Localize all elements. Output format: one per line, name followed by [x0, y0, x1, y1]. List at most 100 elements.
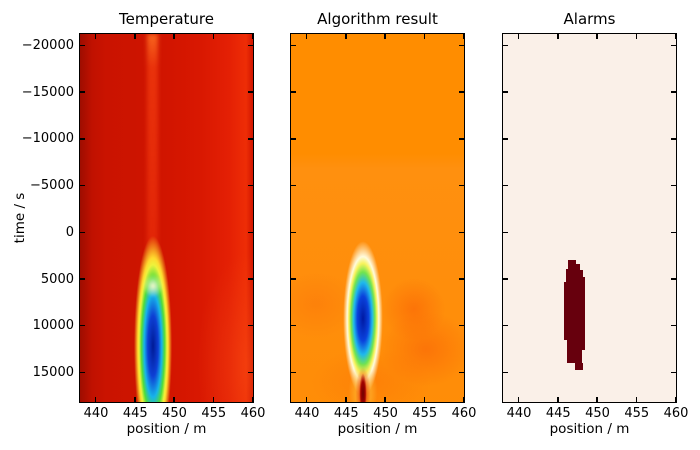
tick-mark: [674, 397, 676, 402]
y-tick-label: −10000: [21, 131, 74, 147]
tick-mark: [291, 324, 296, 327]
subplot-alarms: Alarms 440 445 450 455 460 position / m: [502, 0, 689, 450]
tick-mark: [80, 91, 85, 93]
tick-mark: [251, 34, 253, 39]
tick-mark: [459, 138, 464, 140]
x-tick-label: 445: [545, 406, 571, 421]
tick-mark: [503, 44, 508, 47]
tick-mark: [291, 138, 296, 140]
tick-mark: [671, 278, 676, 280]
tick-mark: [291, 231, 296, 234]
x-tick-label: 455: [201, 406, 227, 421]
tick-mark: [459, 278, 464, 280]
temperature-canvas: [80, 34, 253, 402]
tick-mark: [503, 371, 508, 374]
heatmap-temperature: [79, 33, 254, 403]
alarm-region-svg: [564, 260, 585, 370]
tick-mark: [291, 371, 296, 374]
tick-mark: [503, 138, 508, 140]
heatmap-algorithm-result: [290, 33, 465, 403]
y-tick-label: 10000: [32, 318, 74, 334]
tick-mark: [134, 34, 136, 39]
tick-mark: [671, 184, 676, 187]
tick-mark: [80, 371, 85, 374]
x-tick-labels: 440 445 450 455 460: [290, 406, 477, 422]
tick-mark: [80, 324, 85, 327]
alarms-canvas: [503, 34, 676, 402]
x-tick-label: 455: [624, 406, 650, 421]
tick-mark: [459, 91, 464, 93]
y-tick-label: −20000: [21, 38, 74, 53]
x-tick-label: 440: [294, 406, 320, 421]
x-tick-label: 450: [162, 406, 187, 421]
x-tick-label: 460: [240, 406, 266, 421]
tick-mark: [459, 44, 464, 47]
tick-mark: [384, 397, 386, 402]
tick-mark: [80, 184, 85, 187]
tick-mark: [671, 44, 676, 47]
tick-mark: [94, 34, 97, 39]
algorithm-hot-streak: [346, 364, 380, 402]
x-axis-label: position / m: [337, 421, 418, 437]
y-tick-label: −5000: [30, 178, 74, 194]
algorithm-canvas: [291, 34, 464, 402]
tick-mark: [503, 278, 508, 280]
x-tick-label: 450: [585, 406, 610, 421]
tick-mark: [80, 44, 85, 47]
tick-mark: [248, 371, 253, 374]
alarm-region: [564, 260, 585, 370]
y-tick-label: 15000: [32, 364, 74, 380]
tick-mark: [248, 231, 253, 234]
tick-mark: [212, 397, 214, 402]
tick-mark: [671, 371, 676, 374]
x-tick-label: 445: [333, 406, 359, 421]
tick-mark: [459, 231, 464, 234]
tick-mark: [423, 397, 425, 402]
tick-mark: [503, 91, 508, 93]
tick-mark: [291, 44, 296, 47]
tick-mark: [671, 324, 676, 327]
heatmap-alarms: [502, 33, 677, 403]
subplot-algorithm-result: Algorithm result 440 445 450 455 460 positio…: [290, 0, 477, 450]
subplot-title-alarms: Alarms: [563, 10, 616, 28]
tick-mark: [345, 397, 347, 402]
tick-mark: [462, 397, 464, 402]
x-tick-label: 440: [506, 406, 532, 421]
tick-mark: [423, 34, 425, 39]
tick-mark: [248, 184, 253, 187]
subplot-title-temperature: Temperature: [118, 10, 215, 28]
tick-mark: [80, 231, 85, 234]
y-tick-label: −15000: [21, 84, 74, 100]
tick-mark: [459, 184, 464, 187]
x-tick-labels: 440 445 450 455 460: [502, 406, 689, 422]
tick-mark: [674, 34, 676, 39]
tick-mark: [291, 184, 296, 187]
tick-mark: [671, 138, 676, 140]
tick-mark: [635, 34, 637, 39]
subplot-temperature: Temperature 440 445 450 455 460 position / m: [79, 0, 265, 450]
tick-mark: [173, 397, 175, 402]
x-tick-label: 445: [122, 406, 148, 421]
alarms-background: [503, 34, 676, 402]
tick-mark: [557, 397, 559, 402]
tick-mark: [459, 324, 464, 327]
temperature-plume-tip: [139, 270, 167, 302]
tick-mark: [345, 34, 347, 39]
tick-mark: [248, 278, 253, 280]
tick-mark: [596, 34, 598, 39]
x-tick-label: 440: [83, 406, 109, 421]
tick-mark: [94, 397, 97, 402]
tick-mark: [248, 44, 253, 47]
tick-mark: [462, 34, 464, 39]
tick-mark: [557, 34, 559, 39]
tick-mark: [384, 34, 386, 39]
tick-mark: [503, 231, 508, 234]
tick-mark: [248, 91, 253, 93]
x-tick-label: 455: [412, 406, 438, 421]
tick-mark: [248, 324, 253, 327]
tick-mark: [80, 138, 85, 140]
tick-mark: [503, 184, 508, 187]
tick-mark: [671, 91, 676, 93]
tick-mark: [459, 371, 464, 374]
temperature-cold-plume: [133, 230, 173, 402]
